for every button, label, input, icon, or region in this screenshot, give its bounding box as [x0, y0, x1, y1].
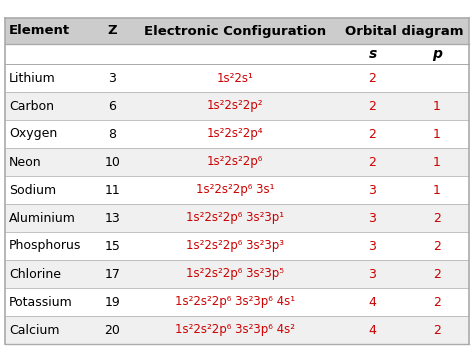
- Text: 15: 15: [105, 240, 120, 252]
- Bar: [5, 260, 469, 288]
- Text: 2: 2: [433, 212, 441, 224]
- Text: 17: 17: [105, 268, 120, 280]
- Text: 10: 10: [105, 155, 120, 169]
- Text: 13: 13: [105, 212, 120, 224]
- Text: 3: 3: [369, 212, 376, 224]
- Text: 8: 8: [109, 127, 117, 141]
- Bar: [5, 92, 469, 120]
- Text: Lithium: Lithium: [9, 71, 56, 84]
- Text: 1s²2s²2p⁶ 3s²3p⁶ 4s¹: 1s²2s²2p⁶ 3s²3p⁶ 4s¹: [175, 295, 295, 308]
- Text: Aluminium: Aluminium: [9, 212, 76, 224]
- Text: Sodium: Sodium: [9, 184, 56, 197]
- Text: 2: 2: [369, 71, 376, 84]
- Text: 2: 2: [433, 323, 441, 337]
- Bar: [5, 316, 469, 344]
- Text: 3: 3: [369, 240, 376, 252]
- Text: 1s²2s²2p⁶: 1s²2s²2p⁶: [207, 155, 263, 169]
- Text: 2: 2: [433, 295, 441, 308]
- Text: 3: 3: [109, 71, 117, 84]
- Text: 20: 20: [105, 323, 120, 337]
- Text: 1s²2s²2p⁶ 3s²3p¹: 1s²2s²2p⁶ 3s²3p¹: [186, 212, 284, 224]
- Text: 1: 1: [433, 127, 441, 141]
- Text: 2: 2: [369, 155, 376, 169]
- Text: 1s²2s²2p²: 1s²2s²2p²: [207, 99, 263, 113]
- Text: Phosphorus: Phosphorus: [9, 240, 82, 252]
- Text: Orbital diagram: Orbital diagram: [345, 24, 464, 38]
- Text: Electronic Configuration: Electronic Configuration: [144, 24, 326, 38]
- Text: Calcium: Calcium: [9, 323, 60, 337]
- Text: 1: 1: [433, 155, 441, 169]
- Text: Oxygen: Oxygen: [9, 127, 57, 141]
- Text: 1s²2s²2p⁶ 3s²3p⁶ 4s²: 1s²2s²2p⁶ 3s²3p⁶ 4s²: [175, 323, 295, 337]
- Bar: [5, 18, 469, 44]
- Text: 6: 6: [109, 99, 117, 113]
- Text: 1s²2s²2p⁴: 1s²2s²2p⁴: [207, 127, 263, 141]
- Text: p: p: [432, 47, 442, 61]
- Text: 1: 1: [433, 99, 441, 113]
- Text: 1s²2s²2p⁶ 3s¹: 1s²2s²2p⁶ 3s¹: [196, 184, 274, 197]
- Text: 1s²2s²2p⁶ 3s²3p³: 1s²2s²2p⁶ 3s²3p³: [186, 240, 284, 252]
- Text: Element: Element: [9, 24, 70, 38]
- Bar: [5, 120, 469, 148]
- Text: 4: 4: [369, 323, 376, 337]
- Bar: [5, 44, 469, 64]
- Text: 2: 2: [433, 240, 441, 252]
- Bar: [5, 232, 469, 260]
- Text: Z: Z: [108, 24, 117, 38]
- Bar: [5, 148, 469, 176]
- Text: s: s: [368, 47, 377, 61]
- Text: 1s²2s²2p⁶ 3s²3p⁵: 1s²2s²2p⁶ 3s²3p⁵: [186, 268, 284, 280]
- Text: 4: 4: [369, 295, 376, 308]
- Text: Neon: Neon: [9, 155, 42, 169]
- Text: Carbon: Carbon: [9, 99, 54, 113]
- Text: 3: 3: [369, 268, 376, 280]
- Text: 2: 2: [369, 99, 376, 113]
- Text: 2: 2: [433, 268, 441, 280]
- Text: 1: 1: [433, 184, 441, 197]
- Text: 1s²2s¹: 1s²2s¹: [217, 71, 254, 84]
- Text: Potassium: Potassium: [9, 295, 73, 308]
- Text: 11: 11: [105, 184, 120, 197]
- Bar: [5, 64, 469, 92]
- Text: 2: 2: [369, 127, 376, 141]
- Text: Chlorine: Chlorine: [9, 268, 61, 280]
- Text: 19: 19: [105, 295, 120, 308]
- Bar: [5, 176, 469, 204]
- Text: 3: 3: [369, 184, 376, 197]
- Bar: [5, 288, 469, 316]
- Bar: [5, 204, 469, 232]
